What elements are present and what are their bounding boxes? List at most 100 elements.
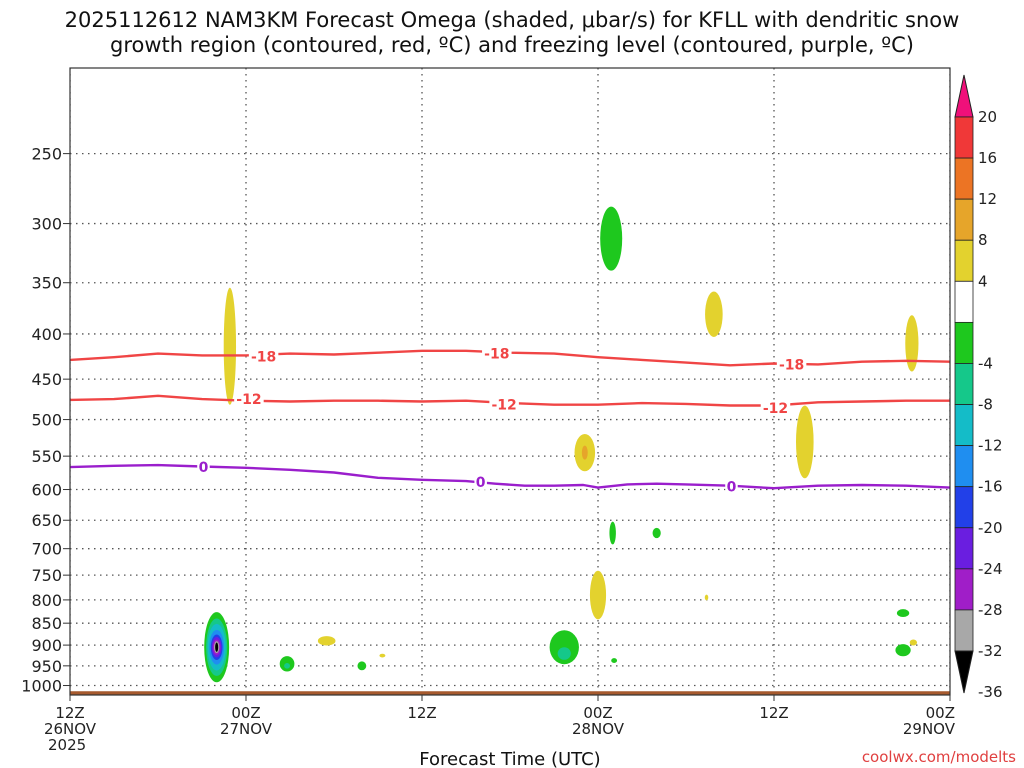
contour-label-bg-1-2 xyxy=(760,399,791,416)
contour-label-bg-2-0 xyxy=(197,459,210,476)
colorbar: 20 16 12 8 4 -4 -8 -12 -16 -20 -24 -28 -32 -36 xyxy=(954,74,1003,701)
omega-cell-23 xyxy=(652,527,661,539)
colorbar-segment-2 xyxy=(954,198,974,241)
colorbar-label-0: 20 xyxy=(978,108,997,126)
x-tick-label-h0-0: 12Z xyxy=(55,704,84,722)
temperature-contours: -18 -18 -18 -12 -12 -12 0 0 0 xyxy=(70,345,950,495)
omega-cell-29 xyxy=(895,644,911,657)
x-tick-label-h0-2: 2025 xyxy=(48,736,86,754)
contour-label-2-0: 0 xyxy=(199,460,209,476)
contour-line-2 xyxy=(70,463,950,490)
contour-label-0-1: -18 xyxy=(484,347,509,363)
colorbar-label-8: -16 xyxy=(978,478,1003,496)
terrain-layer xyxy=(70,691,950,695)
contour-label-0-2: -18 xyxy=(779,357,804,373)
x-tick-label-h0-1: 26NOV xyxy=(44,720,97,738)
contour-label-bg-2-1 xyxy=(474,473,487,490)
x-tick-label-h36-0: 00Z xyxy=(583,704,612,722)
x-tick-label-h36-1: 28NOV xyxy=(572,720,625,738)
omega-cell-27 xyxy=(905,315,919,372)
omega-cell-14 xyxy=(379,653,386,658)
terrain-band xyxy=(70,691,950,695)
plot-frame xyxy=(69,67,951,696)
chart-title-line-1: 2025112612 NAM3KM Forecast Omega (shaded… xyxy=(65,8,960,32)
y-tick-label-850: 850 xyxy=(31,614,62,633)
omega-shading xyxy=(204,206,919,683)
x-tick-label-h24-0: 12Z xyxy=(407,704,436,722)
y-tick-label-300: 300 xyxy=(31,215,62,234)
x-tick-label-h12-1: 27NOV xyxy=(220,720,273,738)
colorbar-segment-0 xyxy=(954,116,974,159)
omega-cell-18 xyxy=(557,647,571,660)
plot-background xyxy=(70,68,950,695)
colorbar-segment-10 xyxy=(954,527,974,570)
x-tick-label-h60-0: 00Z xyxy=(926,704,955,722)
y-tick-label-800: 800 xyxy=(31,591,62,610)
contour-label-bg-0-0 xyxy=(248,348,279,365)
colorbar-segment-4 xyxy=(954,280,974,323)
y-tick-label-500: 500 xyxy=(31,411,62,430)
contour-label-1-1: -12 xyxy=(491,398,516,414)
y-tick-label-950: 950 xyxy=(31,657,62,676)
y-tick-label-700: 700 xyxy=(31,540,62,559)
omega-cell-20 xyxy=(589,570,607,620)
x-axis-label: Forecast Time (UTC) xyxy=(419,749,600,768)
omega-cell-16 xyxy=(581,445,588,460)
colorbar-label-1: 16 xyxy=(978,149,997,167)
y-tick-label-350: 350 xyxy=(31,274,62,293)
y-tick-label-400: 400 xyxy=(31,325,62,344)
x-tick-label-h60-1: 29NOV xyxy=(903,720,956,738)
colorbar-label-6: -8 xyxy=(978,396,993,414)
colorbar-segment-6 xyxy=(954,363,974,405)
omega-cell-19 xyxy=(600,206,623,271)
omega-cell-13 xyxy=(357,661,367,671)
contour-label-bg-1-0 xyxy=(234,391,264,408)
colorbar-label-7: -12 xyxy=(978,437,1003,455)
contour-label-2-2: 0 xyxy=(727,479,737,495)
omega-cell-26 xyxy=(796,405,814,479)
y-tick-label-650: 650 xyxy=(31,511,62,530)
colorbar-bottom-arrow xyxy=(954,650,974,694)
colorbar-segment-11 xyxy=(954,568,974,611)
contour-label-2-1: 0 xyxy=(476,475,486,491)
colorbar-segment-3 xyxy=(954,239,974,282)
x-tick-label-h48-0: 12Z xyxy=(759,704,788,722)
chart-title-line-2: growth region (contoured, red, ºC) and f… xyxy=(110,33,914,57)
colorbar-label-12: -32 xyxy=(978,642,1003,660)
omega-cell-21 xyxy=(609,521,616,545)
colorbar-label-13: -36 xyxy=(978,683,1003,701)
colorbar-label-5: -4 xyxy=(978,354,993,372)
omega-cell-17 xyxy=(549,630,579,665)
contour-label-bg-0-1 xyxy=(482,345,512,362)
omega-cell-30 xyxy=(909,639,917,646)
y-tick-label-550: 550 xyxy=(31,447,62,466)
omega-cell-9 xyxy=(215,642,219,652)
colorbar-label-11: -28 xyxy=(978,601,1003,619)
contour-label-bg-0-2 xyxy=(776,356,807,373)
colorbar-segment-5 xyxy=(954,321,974,364)
y-tick-label-1000: 1000 xyxy=(21,677,62,696)
colorbar-segment-8 xyxy=(954,445,974,488)
plot-area: -18 -18 -18 -12 -12 -12 0 0 0 xyxy=(70,68,950,695)
contour-label-1-2: -12 xyxy=(763,401,788,417)
colorbar-label-4: 4 xyxy=(978,272,988,290)
contour-label-0-0: -18 xyxy=(251,349,276,365)
y-tick-label-250: 250 xyxy=(31,145,62,164)
colorbar-top-arrow xyxy=(954,74,974,118)
colorbar-label-2: 12 xyxy=(978,190,997,208)
y-tick-label-750: 750 xyxy=(31,566,62,585)
y-tick-label-600: 600 xyxy=(31,481,62,500)
omega-cell-28 xyxy=(896,609,910,618)
omega-cell-25 xyxy=(704,594,709,601)
y-tick-label-900: 900 xyxy=(31,636,62,655)
contour-label-bg-1-1 xyxy=(489,396,519,413)
colorbar-segment-12 xyxy=(954,609,974,652)
y-tick-label-450: 450 xyxy=(31,370,62,389)
contour-label-1-0: -12 xyxy=(236,392,261,408)
omega-cell-22 xyxy=(611,658,618,664)
x-tick-label-h12-0: 00Z xyxy=(231,704,260,722)
colorbar-label-9: -20 xyxy=(978,519,1003,537)
colorbar-segment-9 xyxy=(954,486,974,529)
